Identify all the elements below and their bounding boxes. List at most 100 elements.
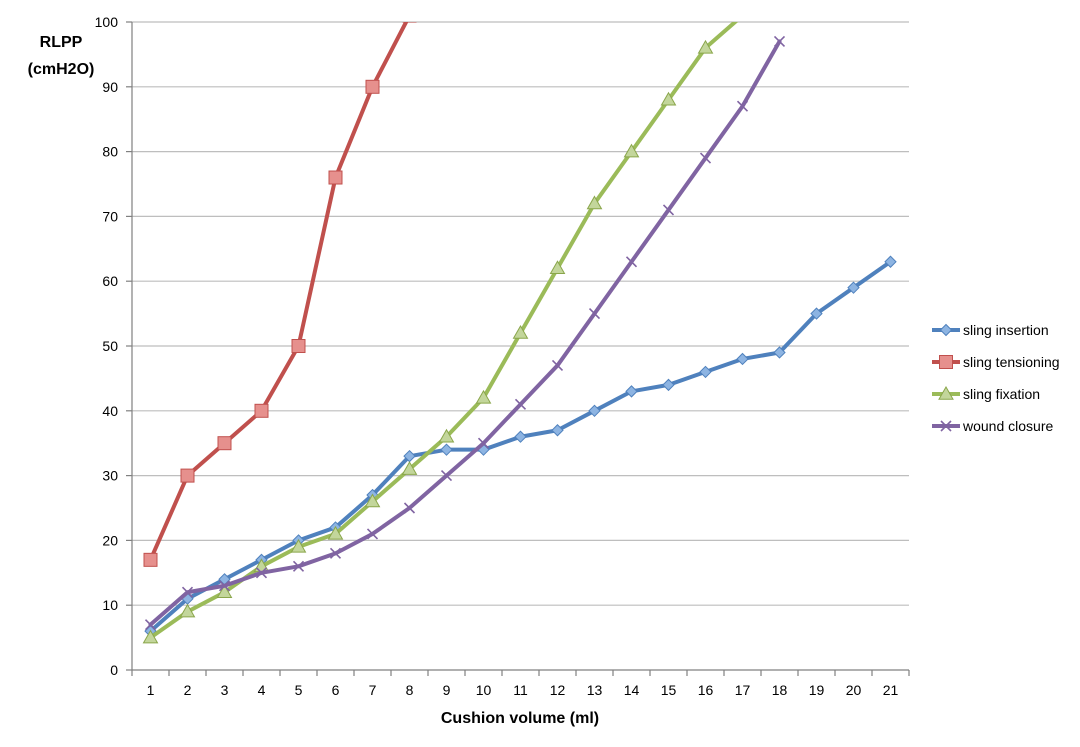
series-line-wound-closure [148,39,782,627]
y-tick-label-20: 20 [102,532,118,548]
data-point-sling-insertion-13 [588,404,601,418]
x-tick-label-16: 16 [698,682,714,698]
data-point-wound-closure-7 [366,528,379,540]
grid [132,21,909,606]
y-axis-title-line-1: RLPP [40,34,83,51]
x-tick-label-12: 12 [550,682,566,698]
data-point-sling-fixation-2 [179,603,196,618]
series-sling-insertion [144,255,897,638]
legend-marker-sling-fixation [938,385,954,400]
data-point-sling-tensioning-1 [143,552,158,567]
data-point-sling-fixation-11 [512,325,529,339]
legend-item-sling-insertion: sling insertion [932,322,1049,338]
x-tick-label-21: 21 [883,682,899,698]
data-point-sling-fixation-13 [586,195,603,210]
x-tick-label-19: 19 [809,682,825,698]
data-point-sling-insertion-21 [884,255,897,268]
y-tick-label-60: 60 [102,273,118,289]
x-tick-label-7: 7 [369,682,377,698]
series-line-sling-fixation [148,22,739,640]
series-sling-fixation [142,9,750,644]
data-point-sling-tensioning-4 [254,403,269,418]
data-point-sling-fixation-5 [290,538,307,553]
x-tick-label-17: 17 [735,682,751,698]
data-point-sling-fixation-9 [438,428,455,443]
y-tick-label-80: 80 [102,144,118,160]
x-tick-label-18: 18 [772,682,788,698]
data-point-sling-insertion-20 [847,281,860,294]
legend-item-sling-fixation: sling fixation [932,385,1040,402]
x-tick-label-14: 14 [624,682,640,698]
data-point-sling-fixation-14 [623,143,640,158]
data-point-wound-closure-3 [218,580,231,592]
x-tick-label-15: 15 [661,682,677,698]
legend-marker-sling-insertion [939,323,953,337]
x-tick-label-6: 6 [332,682,340,698]
data-point-sling-tensioning-6 [328,170,343,185]
data-point-sling-fixation-12 [549,260,566,274]
data-point-wound-closure-16 [699,152,712,164]
data-point-wound-closure-1 [144,619,157,631]
data-point-sling-insertion-9 [440,443,453,456]
data-point-sling-fixation-6 [327,525,344,540]
data-point-sling-fixation-3 [216,584,233,598]
y-tick-label-50: 50 [102,338,118,354]
data-point-wound-closure-13 [588,308,601,320]
legend-marker-sling-tensioning [939,355,953,369]
axes [126,21,910,676]
data-point-sling-tensioning-3 [217,436,232,451]
x-tick-label-8: 8 [406,682,414,698]
data-point-wound-closure-12 [551,359,564,372]
data-point-sling-fixation-1 [142,629,159,644]
x-tick-label-2: 2 [184,682,192,698]
x-tick-label-13: 13 [587,682,603,698]
legend-item-sling-tensioning: sling tensioning [932,354,1060,370]
series-line-sling-insertion [148,259,893,634]
data-point-sling-tensioning-2 [180,468,195,483]
data-point-wound-closure-15 [662,204,675,216]
data-point-sling-fixation-17 [736,9,750,21]
data-point-sling-fixation-7 [364,493,381,508]
data-point-sling-fixation-16 [697,39,714,54]
x-tick-label-4: 4 [258,682,266,698]
data-point-sling-insertion-11 [514,430,527,443]
data-point-wound-closure-11 [514,398,527,410]
legend-marker-wound-closure [940,420,952,432]
series-wound-closure [144,35,786,631]
data-point-sling-insertion-14 [625,385,638,398]
data-point-sling-tensioning-5 [291,339,306,353]
series-sling-tensioning [143,22,417,567]
y-tick-labels: 0 10 20 30 40 50 60 70 80 90 100 [95,14,119,678]
data-point-wound-closure-5 [292,560,305,572]
x-axis-title: Cushion volume (ml) [441,710,599,727]
legend-label-sling-tensioning: sling tensioning [963,354,1060,370]
x-tick-label-11: 11 [513,682,528,698]
x-tick-label-3: 3 [221,682,229,698]
data-point-wound-closure-18 [773,35,786,48]
data-point-wound-closure-14 [625,256,638,268]
legend-label-sling-fixation: sling fixation [963,386,1040,402]
y-tick-label-30: 30 [102,468,118,484]
y-tick-label-10: 10 [102,597,118,613]
data-point-wound-closure-4 [255,567,268,579]
x-tick-label-20: 20 [846,682,862,698]
legend-label-wound-closure: wound closure [962,418,1053,434]
y-tick-label-40: 40 [102,403,118,419]
data-point-sling-tensioning-7 [365,79,380,94]
data-point-wound-closure-6 [329,547,342,559]
data-point-wound-closure-10 [477,437,490,449]
data-point-sling-insertion-17 [736,352,749,366]
y-tick-label-100: 100 [95,14,119,30]
x-tick-labels: 1 2 3 4 5 6 7 8 9 10 11 12 13 14 15 16 17 18 19 20 21 [147,682,899,698]
data-point-sling-tensioning-8 [402,22,417,23]
data-point-sling-insertion-18 [773,346,786,359]
series-group [142,9,897,644]
data-point-sling-fixation-8 [401,461,418,475]
x-tick-label-5: 5 [295,682,303,698]
data-point-sling-fixation-10 [475,389,492,404]
data-point-sling-insertion-19 [810,307,823,320]
legend-item-wound-closure: wound closure [932,418,1053,434]
y-axis-title-line-2: (cmH2O) [28,61,95,78]
